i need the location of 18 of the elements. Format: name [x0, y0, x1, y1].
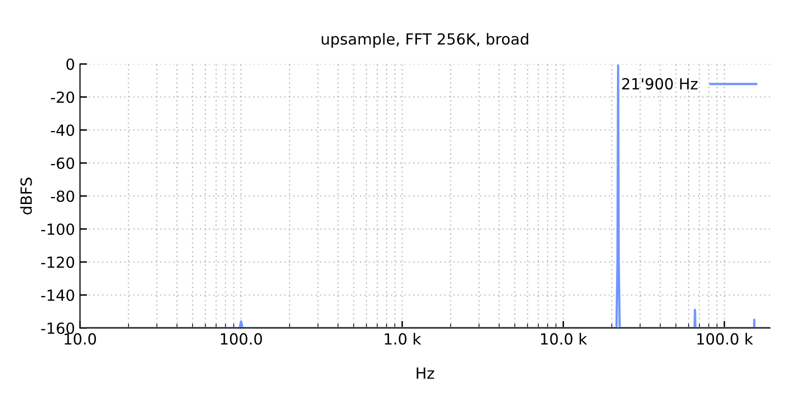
y-tick-label: -80 [50, 190, 74, 202]
x-tick-label: 10.0 [64, 333, 96, 345]
legend-label: 21'900 Hz [622, 78, 698, 90]
x-axis-title: Hz [416, 368, 434, 379]
y-tick-label: -20 [50, 91, 74, 104]
x-tick-label: 1.0 k [384, 332, 422, 345]
y-tick-label: 0 [66, 58, 74, 70]
y-tick-label: -60 [50, 157, 74, 170]
chart-title: upsample, FFT 256K, broad [322, 32, 528, 48]
x-tick-label: 100.0 [220, 333, 262, 345]
y-tick-label: -120 [41, 256, 74, 268]
y-axis-title: dBFS [20, 178, 32, 214]
x-tick-label: 10.0 k [541, 332, 588, 345]
y-tick-label: -160 [41, 322, 74, 334]
y-tick-label: -100 [41, 223, 74, 236]
y-tick-label: -40 [50, 124, 74, 136]
y-tick-label: -140 [41, 289, 74, 302]
x-tick-label: 100.0 k [697, 332, 754, 345]
